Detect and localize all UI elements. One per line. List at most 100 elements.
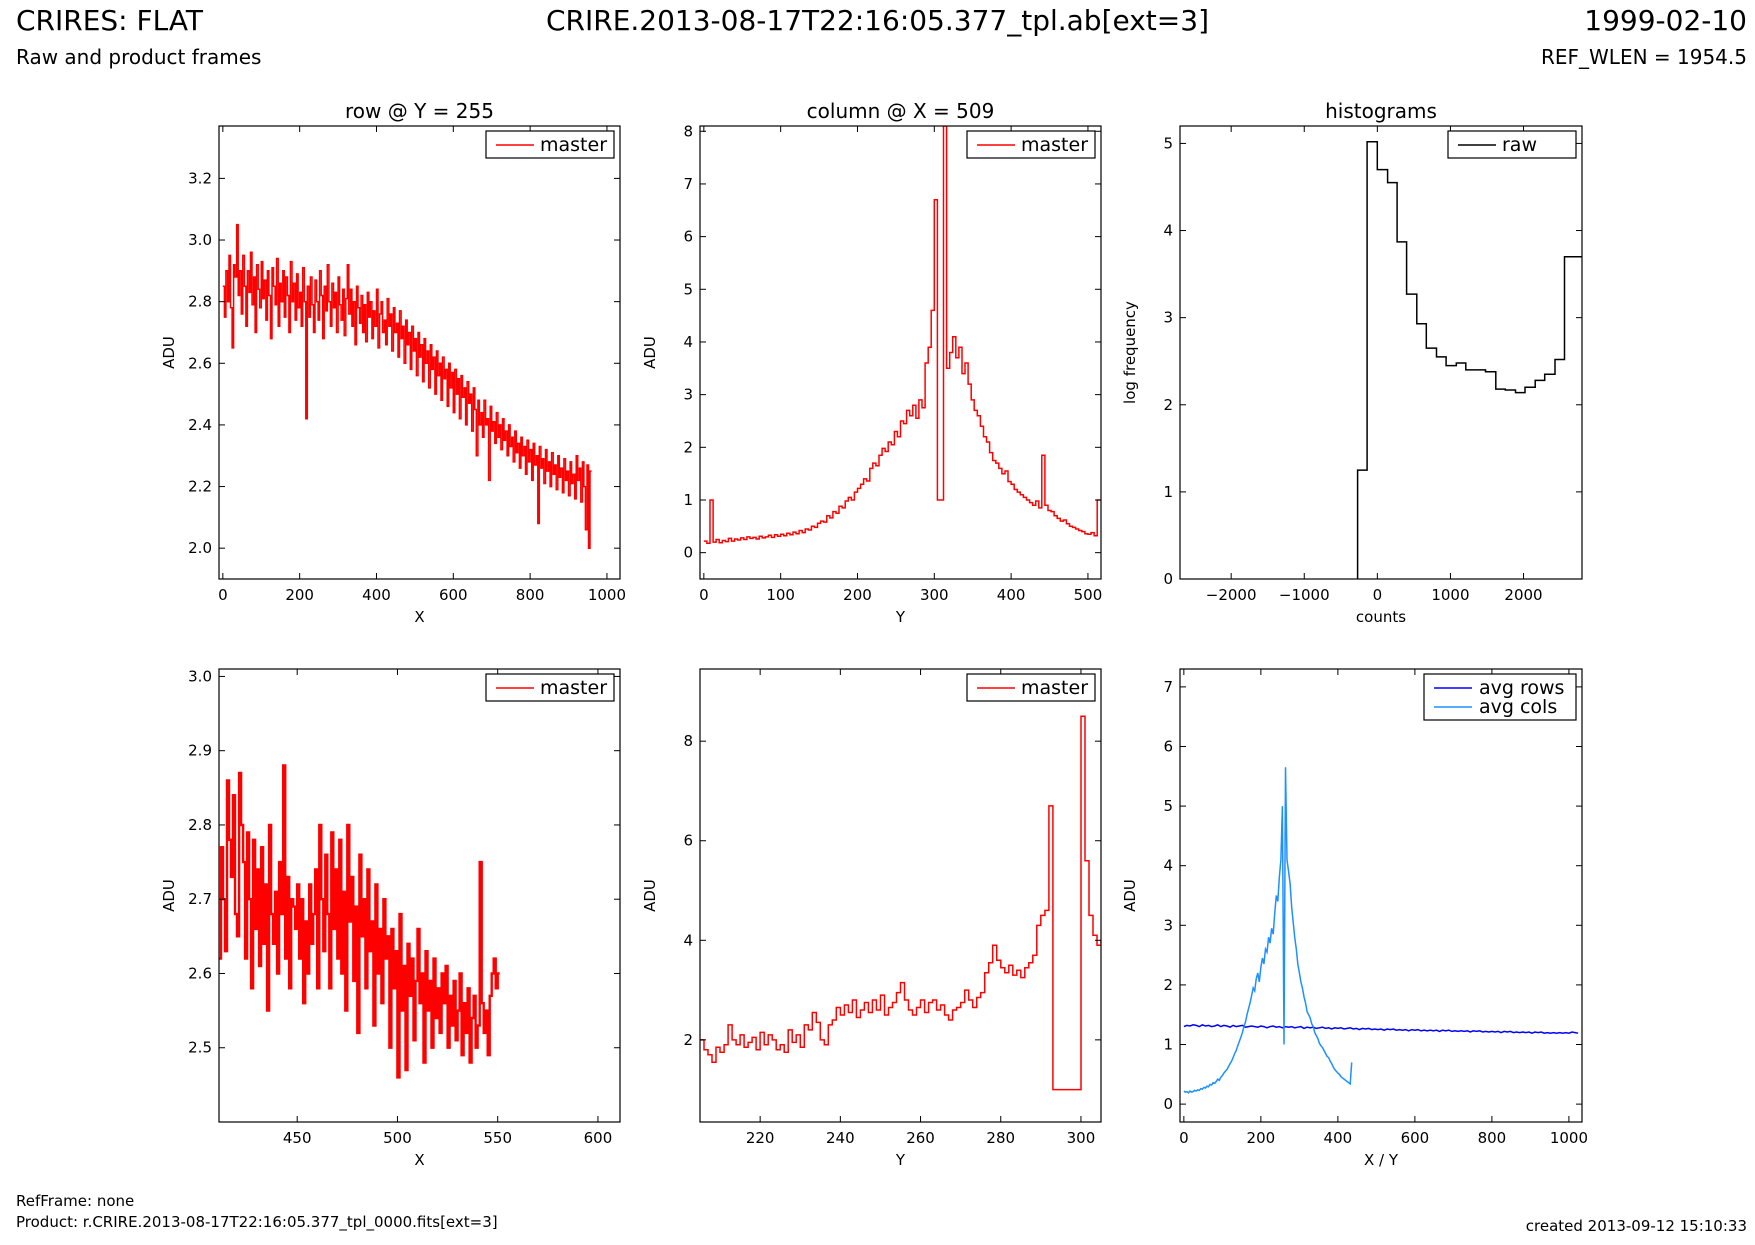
series-p6-avg-cols [1183, 767, 1353, 1094]
chart-p4: 450 500 550 600 2.5 2.6 2.7 2.8 2.9 3.0 X ADU master [160, 667, 621, 1169]
plot-frame [699, 125, 1102, 580]
x-tick-label: 600 [1401, 1129, 1430, 1147]
series-p4-master [219, 764, 500, 1079]
x-tick-label: −2000 [1206, 586, 1257, 604]
x-tick-label: 2000 [1504, 586, 1542, 604]
y-tick-label: 3.2 [188, 169, 212, 187]
x-axis-label: Y [895, 608, 906, 626]
legend-label: raw [1502, 134, 1537, 156]
x-tick-label: 400 [1324, 1129, 1353, 1147]
y-tick-label: 1 [1163, 1036, 1173, 1054]
x-tick-label: 240 [826, 1129, 855, 1147]
series-p6-avg-rows [1183, 1023, 1579, 1035]
y-tick-label: 4 [1163, 222, 1173, 240]
x-tick-label: 220 [746, 1129, 775, 1147]
x-tick-label: 200 [1247, 1129, 1276, 1147]
y-tick-label: 3 [1163, 309, 1173, 327]
y-tick-label: 3 [683, 386, 693, 404]
legend-label: master [1021, 134, 1088, 156]
y-tick-label: 2.6 [188, 964, 212, 982]
x-tick-label: 100 [766, 586, 795, 604]
x-tick-label: 450 [283, 1129, 312, 1147]
x-tick-label: 200 [285, 586, 314, 604]
series-p2-master [703, 126, 1101, 544]
chart-p1: 0 200 400 600 800 1000 2.0 2.2 2.4 2.6 2.8 3.0 3.2 ro… [160, 99, 626, 626]
y-tick-label: 2 [683, 438, 693, 456]
legend-label: master [1021, 677, 1088, 699]
y-tick-label: 2 [683, 1031, 693, 1049]
y-tick-label: 2.7 [188, 890, 212, 908]
y-tick-label: 2.6 [188, 354, 212, 372]
x-tick-label: −1000 [1279, 586, 1330, 604]
series-p3-raw [1356, 140, 1582, 579]
y-tick-label: 3 [1163, 916, 1173, 934]
x-tick-label: 800 [516, 586, 545, 604]
x-tick-label: 0 [218, 586, 228, 604]
plot-frame [1179, 668, 1583, 1123]
report-title: CRIRES: FLAT [16, 4, 203, 37]
x-tick-label: 500 [1074, 586, 1103, 604]
x-axis-label: X [414, 608, 424, 626]
chart-p6: 0 200 400 600 800 1000 0 1 2 3 4 5 6 7 X / Y ADU avg row… [1121, 668, 1588, 1169]
x-tick-label: 300 [920, 586, 949, 604]
y-tick-label: 7 [1163, 678, 1173, 696]
y-tick-label: 4 [1163, 857, 1173, 875]
x-tick-label: 400 [997, 586, 1026, 604]
y-axis-label: ADU [641, 336, 659, 369]
y-tick-label: 6 [1163, 737, 1173, 755]
x-tick-label: 0 [699, 586, 709, 604]
y-tick-label: 5 [683, 280, 693, 298]
chart-title: histograms [1325, 99, 1437, 123]
x-tick-label: 1000 [1431, 586, 1469, 604]
y-tick-label: 0 [1163, 570, 1173, 588]
legend-box [966, 673, 1096, 702]
chart-p3: −2000 −1000 0 1000 2000 0 1 2 3 4 5 histograms count… [1121, 99, 1583, 626]
x-tick-label: 1000 [588, 586, 626, 604]
plot-frame [699, 668, 1102, 1123]
y-tick-label: 1 [1163, 483, 1173, 501]
y-tick-label: 2.2 [188, 478, 212, 496]
product-name: Product: r.CRIRE.2013-08-17T22:16:05.377… [16, 1213, 498, 1231]
x-tick-label: 1000 [1550, 1129, 1588, 1147]
y-tick-label: 5 [1163, 134, 1173, 152]
y-tick-label: 5 [1163, 797, 1173, 815]
x-tick-label: 800 [1478, 1129, 1507, 1147]
legend-label: master [540, 134, 607, 156]
series-p1-master [222, 223, 592, 549]
x-tick-label: 200 [843, 586, 872, 604]
x-tick-label: 260 [906, 1129, 935, 1147]
legend-label: master [540, 677, 607, 699]
chart-p2: 0 100 200 300 400 500 0 1 2 3 4 5 6 7 8 column @ X = 50… [641, 99, 1102, 626]
x-tick-label: 600 [584, 1129, 613, 1147]
y-tick-label: 2.8 [188, 816, 212, 834]
legend-label: avg cols [1479, 696, 1557, 718]
y-axis-label: log frequency [1121, 301, 1139, 404]
y-tick-label: 6 [683, 832, 693, 850]
x-axis-label: X / Y [1364, 1151, 1399, 1169]
series-p5-master [700, 715, 1101, 1091]
x-tick-label: 300 [1067, 1129, 1096, 1147]
x-axis-label: X [414, 1151, 424, 1169]
y-tick-label: 2.9 [188, 742, 212, 760]
y-tick-label: 3.0 [188, 667, 212, 685]
y-tick-label: 0 [1163, 1095, 1173, 1113]
x-tick-label: 500 [383, 1129, 412, 1147]
y-tick-label: 7 [683, 175, 693, 193]
y-tick-label: 8 [683, 122, 693, 140]
x-axis-label: Y [895, 1151, 906, 1169]
y-axis-label: ADU [1121, 879, 1139, 912]
x-axis-label: counts [1356, 608, 1406, 626]
x-tick-label: 550 [483, 1129, 512, 1147]
y-axis-label: ADU [160, 879, 178, 912]
legend-label: avg rows [1479, 677, 1564, 699]
y-tick-label: 2.8 [188, 293, 212, 311]
ref-frame: RefFrame: none [16, 1192, 135, 1210]
y-tick-label: 2 [1163, 396, 1173, 414]
x-tick-label: 600 [439, 586, 468, 604]
created-timestamp: created 2013-09-12 15:10:33 [1525, 1217, 1747, 1235]
ref-wavelength: REF_WLEN = 1954.5 [1540, 45, 1747, 69]
plot-frame [1179, 125, 1583, 580]
report-date: 1999-02-10 [1584, 4, 1747, 37]
plot-frame [218, 668, 621, 1123]
